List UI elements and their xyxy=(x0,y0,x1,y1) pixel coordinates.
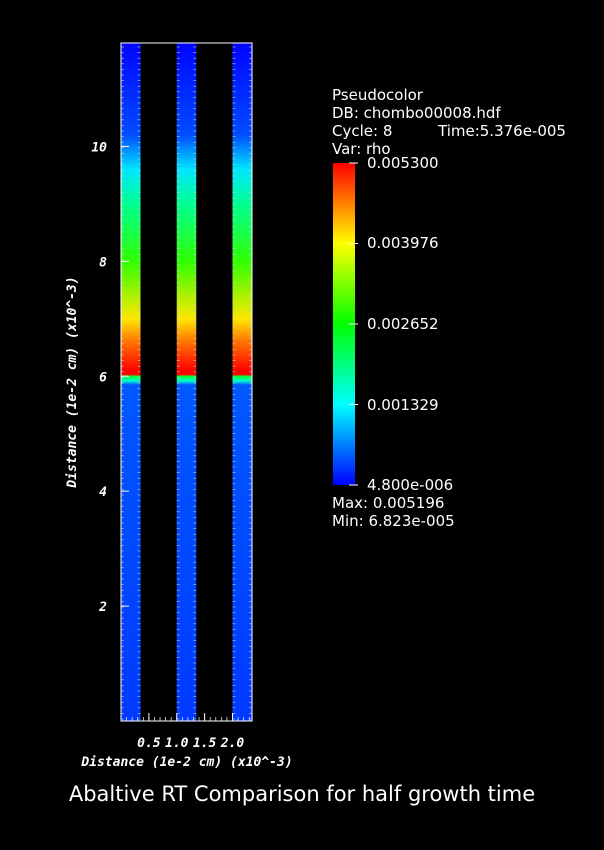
plot-frame xyxy=(120,42,253,722)
x-tick-label: 2.0 xyxy=(220,736,245,751)
legend-variable: Var: rho xyxy=(332,140,391,158)
y-tick-label: 10 xyxy=(91,140,107,155)
legend-max: Max: 0.005196 xyxy=(332,494,445,512)
data-column-3 xyxy=(232,43,252,721)
colorbar-label-mid: 0.002652 xyxy=(367,315,439,333)
legend-time: Time:5.376e-005 xyxy=(438,122,566,140)
x-axis-label: Distance (1e-2 cm) (x10^-3) xyxy=(80,755,292,770)
y-axis-label: Distance (1e-2 cm) (x10^-3) xyxy=(65,276,80,488)
x-tick-label: 1.0 xyxy=(165,736,189,751)
x-tick-label: 0.5 xyxy=(137,736,161,751)
legend-cycle: Cycle: 8 xyxy=(332,122,393,140)
x-axis-ticks: 0.5 1.0 1.5 2.0 xyxy=(126,713,250,751)
colorbar-label-q1: 0.001329 xyxy=(367,396,439,414)
legend-plot-type: Pseudocolor xyxy=(332,86,423,104)
colorbar-label-max: 0.005300 xyxy=(367,154,439,172)
colorbar-label-min: 4.800e-006 xyxy=(367,476,454,494)
colorbar-label-q3: 0.003976 xyxy=(367,234,439,252)
column-edge-ticks-2 xyxy=(176,46,197,720)
y-tick-label: 6 xyxy=(99,370,107,385)
colorbar-ticks xyxy=(349,162,358,486)
y-axis-ticks: 2 4 6 8 10 xyxy=(91,140,129,615)
data-column-1 xyxy=(121,43,141,721)
legend-min: Min: 6.823e-005 xyxy=(332,512,455,530)
y-tick-label: 2 xyxy=(98,600,107,615)
data-column-2 xyxy=(176,43,197,721)
x-tick-label: 1.5 xyxy=(193,736,217,751)
y-tick-label: 4 xyxy=(99,485,107,500)
chart-title: Abaltive RT Comparison for half growth t… xyxy=(68,782,536,806)
y-tick-label: 8 xyxy=(99,255,107,270)
legend-database: DB: chombo00008.hdf xyxy=(332,104,501,122)
data-columns xyxy=(121,43,252,721)
